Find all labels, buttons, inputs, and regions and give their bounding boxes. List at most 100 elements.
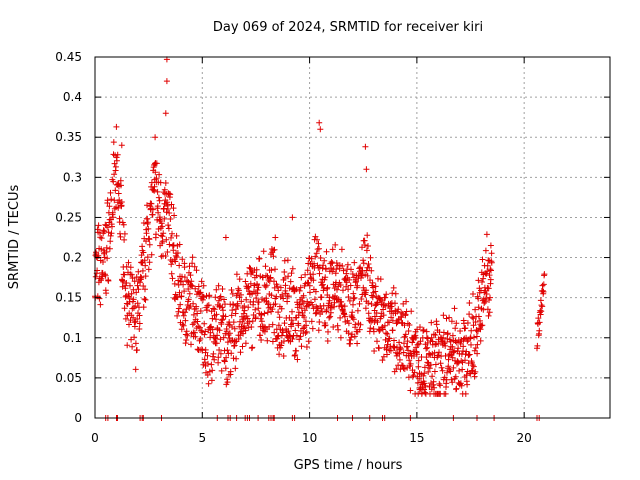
data-point: [305, 338, 312, 345]
data-point: [325, 328, 331, 335]
data-point: [134, 282, 141, 289]
data-point: [466, 351, 473, 358]
data-point: [288, 317, 295, 324]
data-point: [443, 315, 450, 322]
data-point: [386, 335, 393, 342]
data-point: [293, 332, 300, 339]
data-point: [152, 134, 159, 141]
data-point: [129, 275, 136, 282]
data-point: [141, 296, 148, 302]
data-point: [312, 253, 319, 260]
data-point: [371, 348, 378, 354]
data-point: [255, 299, 262, 306]
data-point: [215, 297, 222, 304]
data-point: [202, 346, 209, 353]
data-point: [275, 287, 282, 294]
data-point: [101, 228, 108, 235]
data-point: [474, 350, 481, 357]
data-point: [105, 277, 112, 284]
data-point: [327, 309, 334, 316]
data-point: [313, 250, 320, 257]
data-point: [389, 327, 396, 334]
data-point: [179, 321, 186, 328]
y-tick-labels: 0 0.05 0.1 0.15 0.2 0.25 0.3 0.35 0.4 0.45: [55, 50, 82, 425]
data-point: [197, 308, 204, 314]
data-point: [372, 288, 379, 295]
data-point: [156, 197, 163, 204]
data-point: [241, 307, 248, 314]
data-point: [224, 347, 231, 354]
data-point: [302, 330, 309, 336]
data-point: [289, 336, 296, 342]
data-point: [466, 311, 473, 318]
data-point: [208, 361, 215, 368]
data-point: [202, 362, 209, 369]
data-point: [464, 338, 471, 345]
data-point: [310, 277, 317, 284]
data-point: [442, 342, 449, 349]
data-point: [432, 341, 439, 348]
data-point: [395, 306, 402, 313]
data-point: [379, 357, 386, 364]
data-point: [379, 298, 386, 304]
data-point: [274, 333, 281, 340]
data-point: [174, 312, 181, 319]
data-point: [213, 311, 220, 318]
data-point: [457, 328, 464, 334]
data-point: [198, 327, 205, 334]
data-point: [176, 262, 183, 269]
data-point: [539, 282, 546, 289]
data-point: [279, 291, 286, 298]
data-point: [316, 270, 323, 277]
data-point: [134, 316, 141, 322]
data-point: [431, 384, 438, 391]
data-point: [301, 314, 308, 321]
data-point: [200, 294, 207, 301]
data-point: [152, 169, 159, 176]
data-point: [430, 378, 437, 385]
data-point: [113, 123, 120, 130]
data-point: [294, 356, 301, 363]
data-point: [486, 272, 493, 279]
data-point: [331, 299, 338, 306]
data-point: [403, 298, 410, 305]
data-point: [300, 300, 307, 307]
x-tick-label: 15: [409, 431, 424, 445]
data-point: [185, 286, 192, 292]
data-point: [370, 284, 377, 291]
data-point: [171, 280, 178, 287]
data-point: [314, 305, 321, 311]
data-point: [118, 182, 124, 189]
data-point: [475, 295, 482, 302]
data-point: [351, 294, 358, 301]
data-point: [188, 341, 194, 348]
data-point: [208, 377, 215, 384]
data-point: [114, 151, 121, 158]
data-point: [121, 305, 128, 312]
data-point: [181, 274, 188, 281]
data-point: [160, 230, 167, 237]
data-point: [334, 286, 340, 293]
data-point: [421, 364, 428, 371]
data-point: [228, 312, 235, 319]
data-point: [221, 358, 228, 365]
data-point: [189, 321, 196, 328]
data-point: [301, 307, 308, 314]
data-point: [360, 257, 367, 264]
data-point: [275, 322, 282, 329]
data-point: [238, 298, 245, 305]
data-point: [484, 268, 491, 275]
data-point: [275, 309, 282, 316]
data-point: [346, 276, 353, 283]
data-point: [483, 231, 490, 238]
data-point: [488, 259, 495, 266]
data-point: [372, 283, 379, 290]
data-point: [113, 157, 120, 164]
x-axis-label: GPS time / hours: [294, 458, 403, 473]
data-point: [97, 301, 104, 308]
data-point: [256, 255, 263, 262]
data-point: [247, 265, 254, 272]
data-point: [479, 322, 486, 329]
data-point: [118, 199, 125, 205]
data-point: [103, 244, 110, 251]
